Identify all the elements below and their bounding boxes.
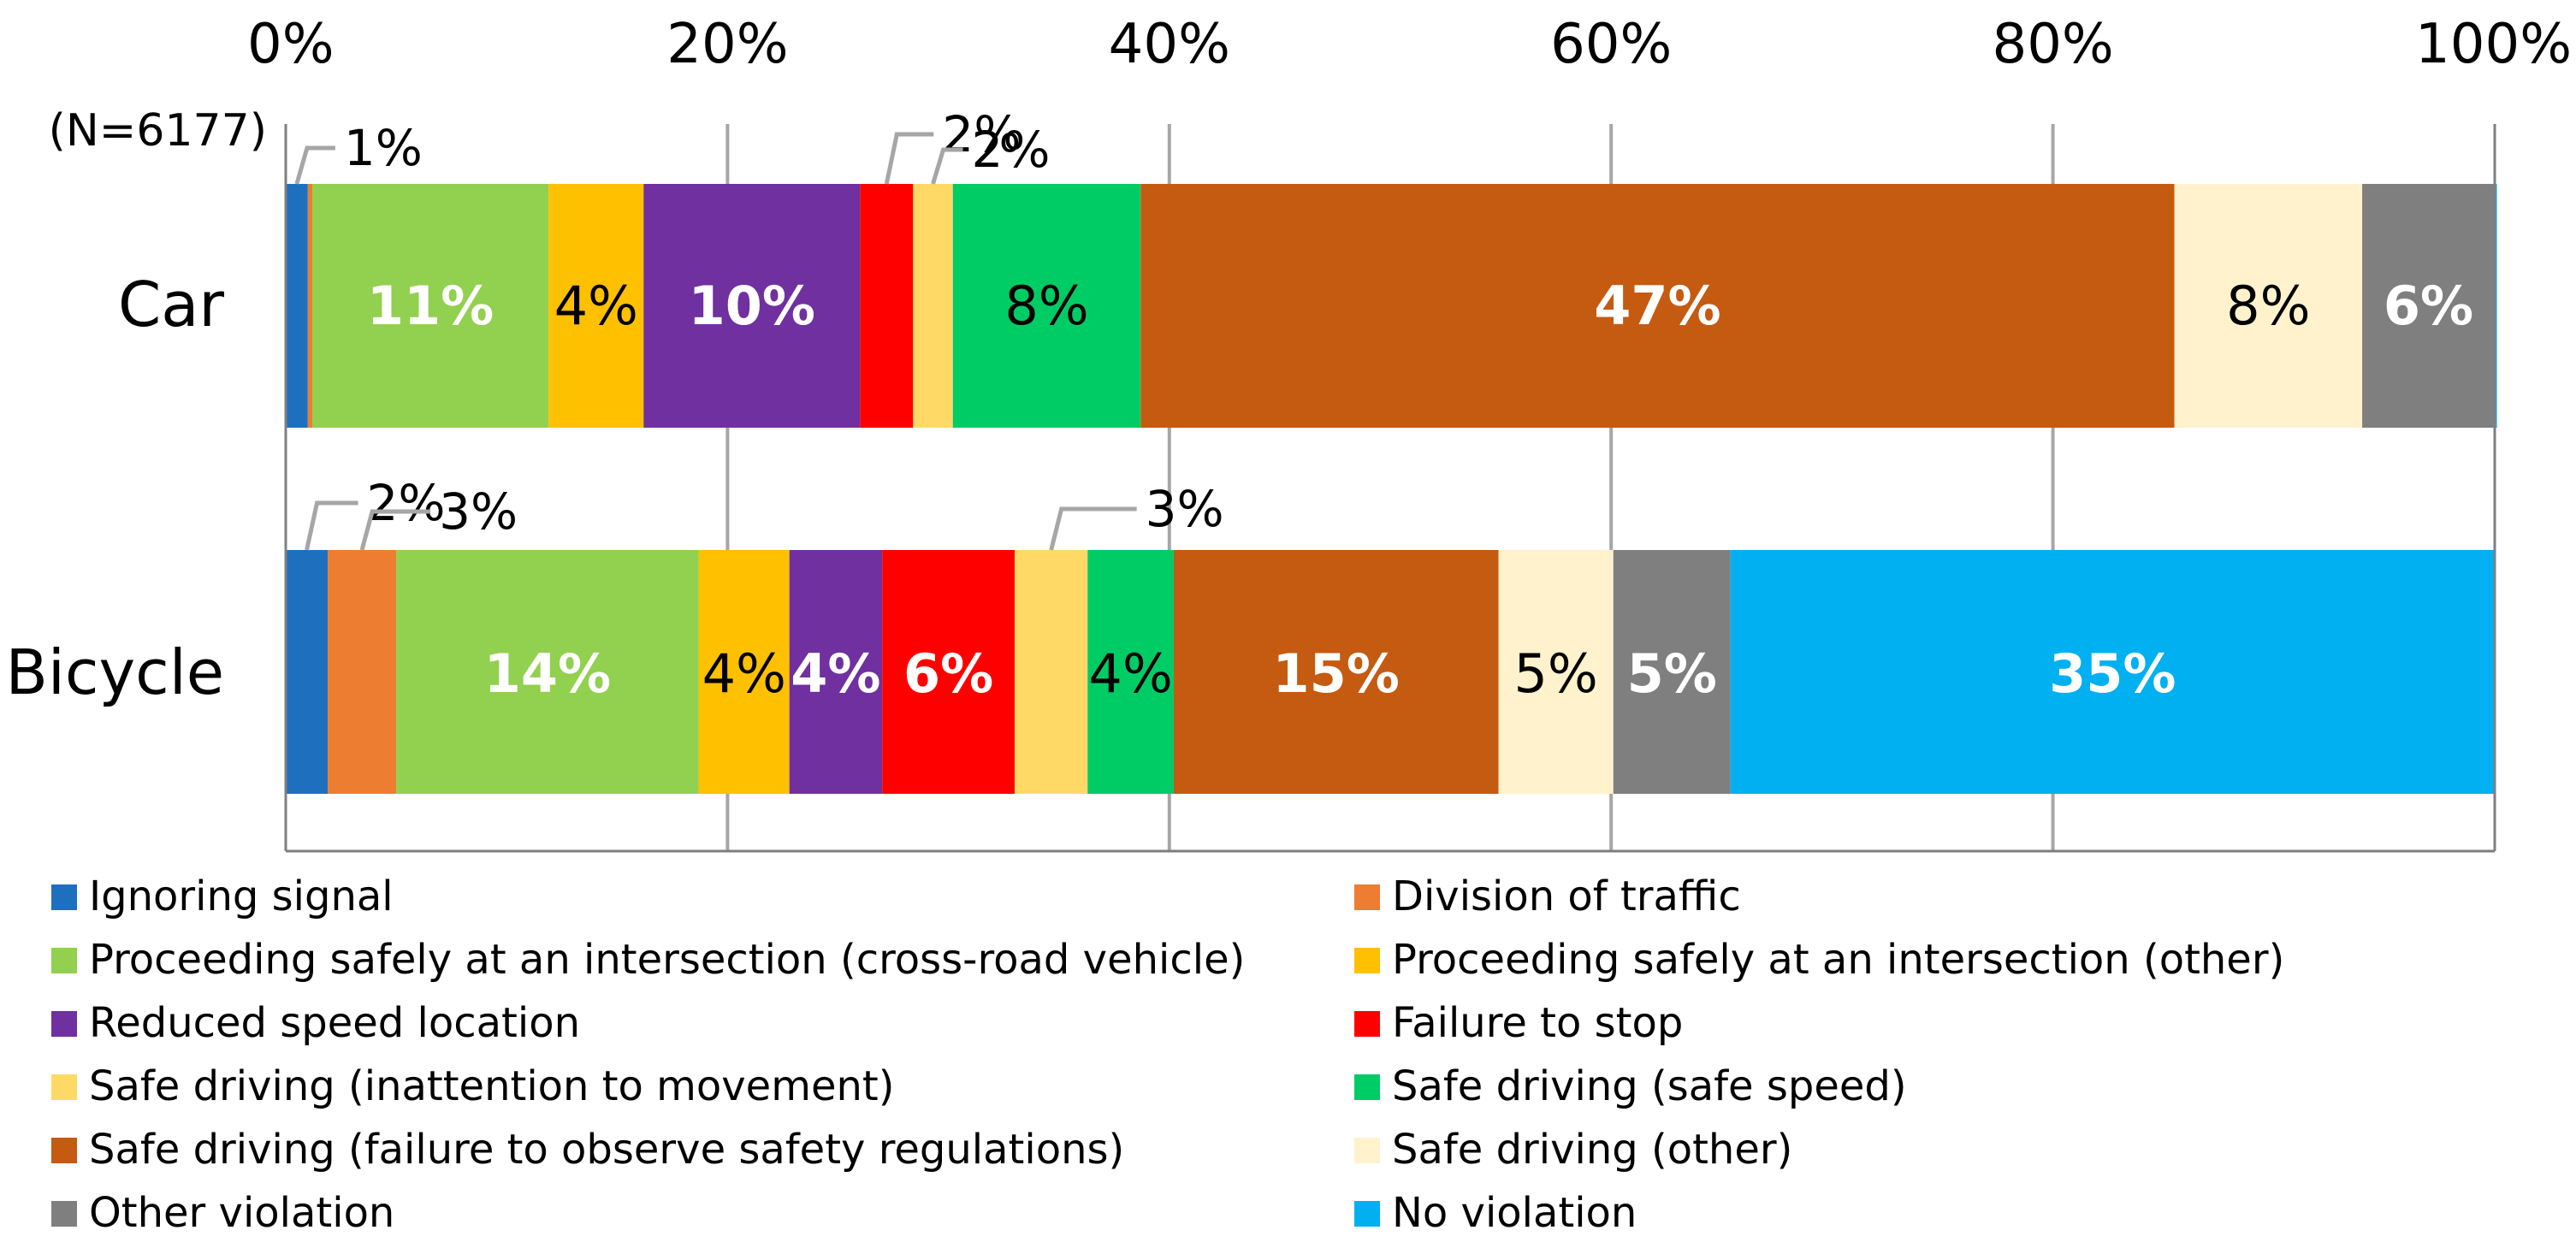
callout-label: 3%: [1146, 480, 1224, 538]
legend-label: Ignoring signal: [89, 872, 394, 920]
legend-label: Safe driving (failure to observe safety …: [89, 1126, 1124, 1174]
legend-label: No violation: [1392, 1189, 1637, 1237]
data-label: 8%: [1004, 275, 1088, 337]
data-label: 15%: [1273, 642, 1400, 705]
bar-segment: [2362, 184, 2495, 428]
bar-segment: [913, 184, 953, 428]
data-label: 4%: [1088, 642, 1172, 705]
bar-segment: [882, 550, 1016, 794]
x-tick-label: 80%: [1992, 13, 2113, 76]
callout-label: 2%: [367, 474, 446, 532]
legend-swatch: [1354, 1138, 1380, 1163]
bar-segment: [548, 184, 644, 428]
data-label: 4%: [554, 275, 638, 337]
legend-swatch: [1354, 1201, 1380, 1227]
legend-swatch: [51, 1074, 77, 1100]
callout-leader: [1049, 506, 1137, 551]
legend-label: Other violation: [89, 1189, 394, 1237]
bar-segment: [328, 550, 397, 794]
bar-segment: [643, 184, 861, 428]
callout-label: 3%: [439, 482, 518, 541]
bar-segment: [307, 184, 312, 428]
bar-segment: [952, 184, 1141, 428]
legend-label: Proceeding safely at an intersection (cr…: [89, 936, 1245, 984]
data-label: 4%: [791, 642, 880, 705]
bars: [286, 184, 2497, 794]
callout-label: 2%: [942, 105, 1021, 163]
data-label: 47%: [1594, 275, 1720, 337]
callout-leader: [305, 500, 358, 551]
bar-segment: [1173, 550, 1499, 794]
data-label: 14%: [484, 642, 611, 705]
legend-swatch: [1354, 1011, 1380, 1037]
category-labels: Car Bicycle: [6, 269, 225, 708]
legend-swatch: [1354, 948, 1380, 973]
bar-segment: [311, 184, 549, 428]
callout-labels: 1% 2%2%2%3% 3%: [294, 105, 1224, 551]
legend-swatch: [51, 1011, 77, 1037]
data-label: 6%: [903, 642, 993, 705]
legend-swatch: [1354, 884, 1380, 910]
bar-segment: [396, 550, 699, 794]
x-tick-label: 60%: [1550, 13, 1672, 76]
legend-label: Reduced speed location: [89, 999, 580, 1047]
callout-label: 2%: [972, 121, 1051, 179]
legend-label: Proceeding safely at an intersection (ot…: [1392, 936, 2284, 984]
callout-label: 1%: [344, 119, 423, 177]
bar-segment: [1140, 184, 2175, 428]
callout-leader: [884, 132, 934, 185]
category-label: Car: [118, 269, 224, 340]
data-label: 11%: [367, 275, 494, 337]
legend-label: Failure to stop: [1392, 999, 1683, 1047]
legend-label: Safe driving (other): [1392, 1126, 1792, 1174]
bar-segment: [1015, 550, 1088, 794]
callout-leader: [931, 147, 963, 185]
callout-leader: [359, 509, 431, 551]
x-tick-label: 100%: [2415, 13, 2572, 76]
legend-label: Safe driving (safe speed): [1392, 1062, 1907, 1110]
x-tick-label: 20%: [666, 13, 788, 76]
legend-swatch: [51, 884, 77, 910]
bar-segment: [1498, 550, 1614, 794]
data-label: 35%: [2049, 642, 2176, 705]
legend: Ignoring signal Division of traffic Procee…: [51, 872, 2284, 1237]
legend-label: Safe driving (inattention to movement): [89, 1062, 894, 1110]
bar-segment: [1613, 550, 1731, 794]
legend-swatch: [51, 1138, 77, 1163]
legend-swatch: [51, 948, 77, 973]
bar-segment: [698, 550, 790, 794]
sample-size-label: (N=6177): [49, 105, 267, 157]
bar-segment: [2174, 184, 2363, 428]
data-label: 4%: [702, 642, 786, 705]
bar-segment: [286, 550, 329, 794]
bar-segment: [1730, 550, 2495, 794]
legend-label: Division of traffic: [1392, 872, 1741, 920]
legend-swatch: [1354, 1074, 1380, 1100]
x-axis-ticks: 0% 20% 40% 60% 80% 100%: [247, 13, 2572, 76]
data-labels: 11% 4% 10% 8% 47% 8% 6%14% 4% 4% 6% 4% 15% 5% 5% 35%: [367, 275, 2473, 705]
data-label: 6%: [2384, 275, 2473, 337]
bar-segment: [1087, 550, 1174, 794]
bar-segment: [286, 184, 308, 428]
bar-segment: [860, 184, 914, 428]
x-tick-label: 0%: [247, 13, 335, 76]
data-label: 5%: [1513, 642, 1597, 705]
data-label: 8%: [2226, 275, 2310, 337]
legend-swatch: [51, 1201, 77, 1227]
bar-segment: [789, 550, 883, 794]
x-tick-label: 40%: [1109, 13, 1230, 76]
callout-leader: [294, 145, 335, 185]
data-label: 10%: [689, 275, 815, 337]
data-label: 5%: [1627, 642, 1717, 705]
plot-frame: [284, 124, 2496, 853]
category-label: Bicycle: [6, 636, 224, 708]
